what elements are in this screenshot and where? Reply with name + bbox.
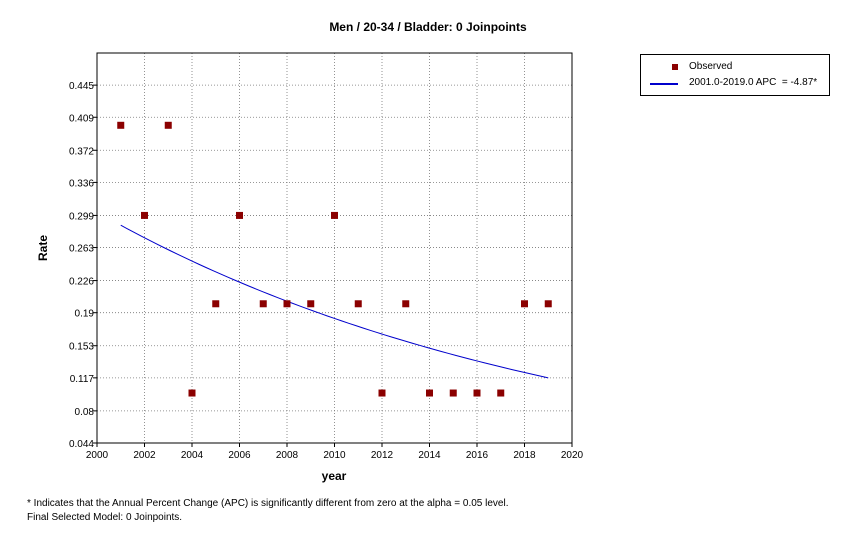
observed-point	[354, 300, 362, 308]
x-tick-label: 2000	[86, 450, 109, 461]
y-axis-label: Rate	[36, 235, 50, 261]
observed-point	[402, 300, 410, 308]
observed-point	[117, 121, 125, 129]
observed-point	[188, 389, 196, 397]
legend-square-marker-icon	[672, 64, 678, 70]
fitted-line-series	[120, 224, 549, 379]
legend-item-observed: Observed	[641, 60, 829, 76]
observed-series	[117, 121, 552, 397]
legend-label-observed: Observed	[689, 61, 733, 72]
y-tick-label: 0.117	[70, 374, 95, 385]
legend-item-apc: 2001.0-2019.0 APC = -4.87*	[641, 76, 829, 92]
x-tick-label: 2012	[371, 450, 394, 461]
observed-point	[164, 121, 172, 129]
footnote-significance: * Indicates that the Annual Percent Chan…	[27, 498, 509, 509]
observed-point	[426, 389, 433, 397]
x-tick-label: 2014	[418, 450, 441, 461]
x-tick-label: 2010	[323, 450, 346, 461]
observed-point	[331, 211, 338, 219]
y-tick-label: 0.044	[69, 439, 94, 450]
legend: Observed 2001.0-2019.0 APC = -4.87*	[640, 54, 830, 96]
x-axis-ticks: 2000 2002 2004 2006 2008 2010 2012 2014 2016 2018…	[86, 443, 584, 461]
x-axis-label: year	[322, 469, 347, 483]
y-axis-ticks: 0.044 0.08 0.117 0.153 0.19 0.226 0.263 0.299 0.…	[69, 81, 97, 450]
y-tick-label: 0.299	[69, 211, 94, 222]
apc-fitted-line	[120, 224, 549, 379]
footnote-model: Final Selected Model: 0 Joinpoints.	[27, 512, 183, 523]
y-tick-label: 0.372	[69, 146, 94, 157]
y-tick-label: 0.409	[69, 113, 94, 124]
x-tick-label: 2006	[228, 450, 251, 461]
y-tick-label: 0.08	[75, 407, 95, 418]
chart-title: Men / 20-34 / Bladder: 0 Joinpoints	[329, 20, 527, 34]
x-tick-label: 2004	[181, 450, 204, 461]
x-tick-label: 2016	[466, 450, 489, 461]
observed-point	[449, 389, 457, 397]
legend-label-apc: 2001.0-2019.0 APC = -4.87*	[689, 77, 818, 88]
observed-point	[521, 300, 528, 308]
y-tick-label: 0.336	[69, 178, 94, 189]
observed-point	[497, 389, 505, 397]
y-tick-label: 0.263	[69, 244, 94, 255]
observed-point	[473, 389, 481, 397]
grid	[97, 53, 572, 443]
x-tick-label: 2020	[561, 450, 584, 461]
observed-point	[212, 300, 220, 308]
observed-point	[236, 211, 243, 219]
observed-point	[544, 300, 552, 308]
observed-point	[259, 300, 267, 308]
observed-point	[141, 211, 148, 219]
y-tick-label: 0.153	[69, 342, 94, 353]
observed-point	[378, 389, 386, 397]
legend-line-marker-icon	[650, 83, 678, 85]
observed-point	[283, 300, 291, 308]
y-tick-label: 0.226	[69, 277, 94, 288]
x-tick-label: 2008	[276, 450, 299, 461]
x-tick-label: 2002	[133, 450, 156, 461]
y-tick-label: 0.445	[69, 81, 94, 92]
observed-point	[307, 300, 315, 308]
x-tick-label: 2018	[513, 450, 536, 461]
y-tick-label: 0.19	[75, 309, 95, 320]
